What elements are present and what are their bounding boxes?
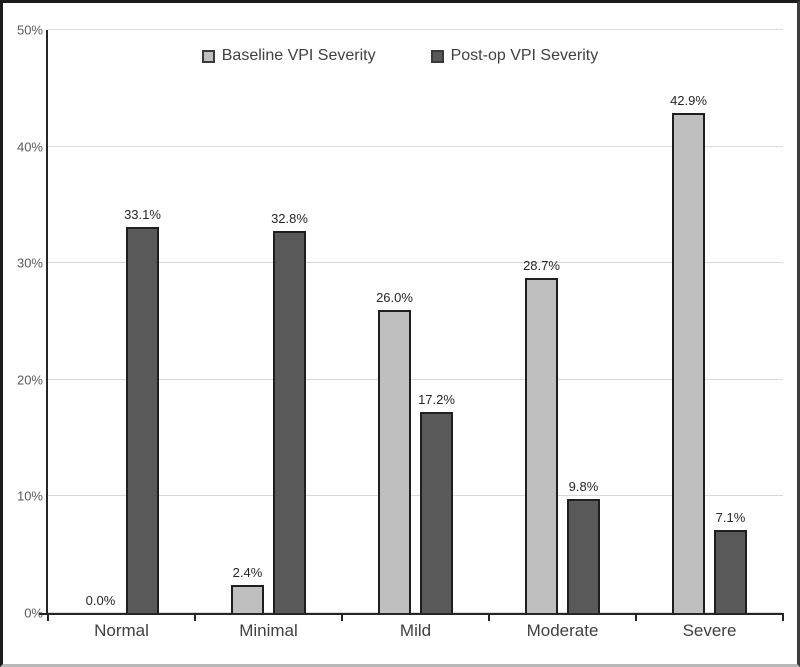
bar-slot: 32.8% — [271, 30, 308, 613]
bar-slot: 7.1% — [714, 30, 747, 613]
bar-slot: 0.0% — [84, 30, 117, 613]
legend-swatch — [201, 49, 215, 63]
bar-value-label: 42.9% — [670, 92, 707, 108]
x-category-label: Normal — [94, 621, 149, 640]
x-category-label: Moderate — [526, 621, 599, 640]
y-tick-label: 0% — [24, 605, 43, 621]
y-tick-label: 40% — [16, 139, 43, 155]
x-tick — [194, 613, 196, 621]
bar — [672, 112, 705, 613]
bar-slot: 2.4% — [231, 30, 264, 613]
bar — [714, 530, 747, 613]
legend-item: Post-op VPI Severity — [430, 47, 599, 65]
x-tick — [782, 613, 784, 621]
x-category-label: Minimal — [239, 621, 298, 640]
bar — [231, 585, 264, 613]
bar-value-label: 2.4% — [232, 565, 263, 581]
x-tick — [47, 613, 49, 621]
bar-value-label: 28.7% — [523, 258, 560, 274]
bar — [126, 227, 159, 613]
y-tick-label: 10% — [16, 488, 43, 504]
bar — [525, 278, 558, 613]
gridline — [48, 495, 783, 497]
gridline — [48, 145, 783, 147]
bar-value-label: 0.0% — [85, 593, 116, 608]
bar-group: 28.7% 9.8% — [489, 30, 636, 613]
y-tick-label: 20% — [16, 372, 43, 388]
bar — [378, 309, 411, 613]
y-tick-label: 50% — [16, 22, 43, 38]
gridline — [48, 612, 783, 613]
bar-groups: 0.0% 33.1% 2.4% 32.8% 26.0% 17.2% 28.7% 9.8% 42.… — [48, 30, 783, 613]
bar-value-label: 7.1% — [715, 510, 746, 526]
x-axis-labels: Normal Minimal Mild Moderate Severe — [48, 621, 783, 641]
bar-slot: 33.1% — [124, 30, 161, 613]
legend-swatch — [430, 49, 444, 63]
bar-slot: 9.8% — [567, 30, 600, 613]
bar-slot: 28.7% — [523, 30, 560, 613]
y-axis-labels: 0% 10% 20% 30% 40% 50% — [3, 23, 43, 621]
x-axis-line — [39, 613, 783, 615]
legend-item: Baseline VPI Severity — [201, 47, 376, 65]
bar — [567, 498, 600, 613]
bar-value-label: 17.2% — [418, 392, 455, 408]
bar — [420, 412, 453, 613]
bar-chart: Baseline VPI Severity Post-op VPI Severit… — [3, 3, 797, 664]
x-category-label: Mild — [399, 621, 432, 640]
x-tick — [488, 613, 490, 621]
bar-value-label: 9.8% — [568, 478, 599, 494]
bar-group: 0.0% 33.1% — [48, 30, 195, 613]
gridline — [48, 29, 783, 30]
x-axis-ticks — [47, 613, 784, 621]
bar-value-label: 33.1% — [124, 207, 161, 223]
chart-legend: Baseline VPI Severity Post-op VPI Severit… — [3, 47, 797, 65]
bar-group: 2.4% 32.8% — [195, 30, 342, 613]
plot-area: 0.0% 33.1% 2.4% 32.8% 26.0% 17.2% 28.7% 9.8% 42.… — [39, 29, 783, 615]
y-axis-line — [46, 30, 48, 613]
x-category-label: Severe — [682, 621, 737, 640]
bar-slot: 17.2% — [418, 30, 455, 613]
gridline — [48, 378, 783, 380]
bar-group: 42.9% 7.1% — [636, 30, 783, 613]
bar-slot: 26.0% — [376, 30, 413, 613]
x-tick — [341, 613, 343, 621]
y-tick-label: 30% — [16, 255, 43, 271]
bar-value-label: 26.0% — [376, 289, 413, 305]
legend-label: Post-op VPI Severity — [450, 47, 599, 64]
gridline — [48, 262, 783, 264]
bar-slot: 42.9% — [670, 30, 707, 613]
bar-group: 26.0% 17.2% — [342, 30, 489, 613]
x-tick — [635, 613, 637, 621]
legend-label: Baseline VPI Severity — [221, 47, 376, 64]
bar — [273, 230, 306, 613]
bar-value-label: 32.8% — [271, 210, 308, 226]
